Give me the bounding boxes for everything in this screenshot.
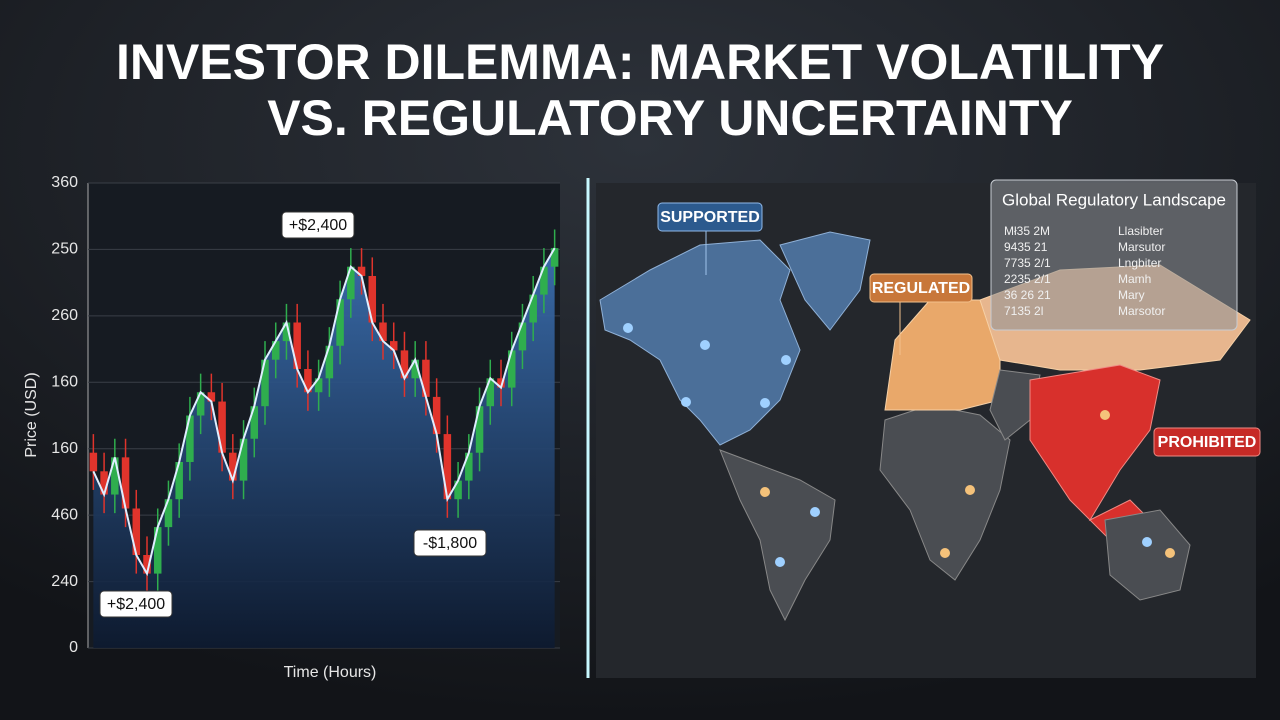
- north-america: [599, 239, 801, 446]
- map-markers-regulated: [760, 410, 1175, 558]
- greenland: [779, 231, 871, 331]
- annotation: +$2,400: [289, 217, 347, 234]
- australia: [1104, 509, 1191, 601]
- candle-body: [550, 248, 559, 267]
- world-map: SUPPORTED REGULATED PROHIBITED Global Re…: [596, 179, 1261, 678]
- y-tick-label: 0: [69, 639, 78, 656]
- candle-body: [357, 266, 366, 276]
- candle-body: [465, 452, 473, 481]
- candle-body: [454, 480, 462, 500]
- legend-title: Global Regulatory Landscape: [1002, 190, 1226, 209]
- legend-status: Mamh: [1118, 272, 1151, 286]
- candle-body: [153, 527, 162, 574]
- candle-body: [368, 276, 377, 323]
- legend-code: 36 26 21: [1004, 288, 1051, 302]
- candle-body: [239, 438, 248, 481]
- y-axis-title: Price (USD): [23, 372, 40, 457]
- candle-body: [121, 457, 130, 509]
- close-line: [92, 247, 556, 577]
- candle-body: [314, 378, 323, 393]
- candle-body: [389, 341, 398, 351]
- prohibited-badge: [1153, 427, 1261, 457]
- candle-body: [507, 350, 516, 388]
- annotation: -$1,800: [423, 535, 477, 552]
- candle-body: [89, 452, 98, 472]
- legend-status: Llasibter: [1118, 224, 1163, 238]
- supported-label: SUPPORTED: [660, 209, 760, 226]
- candle-body: [186, 415, 194, 462]
- candle-body: [261, 359, 269, 407]
- price-chart: Time (Hours) Price (USD) 360 250 260 160 160…: [23, 174, 560, 681]
- candle-body: [379, 322, 387, 342]
- y-tick-label: 460: [51, 506, 78, 523]
- candle-body: [518, 322, 527, 351]
- candle-body: [411, 359, 419, 379]
- annotation-box: [281, 211, 355, 239]
- map-markers: [623, 323, 1152, 567]
- annotation: +$2,400: [107, 596, 165, 613]
- y-tick-label: 160: [51, 374, 78, 391]
- annotation-box: [99, 590, 173, 618]
- candle-body: [196, 392, 205, 416]
- candle-body: [486, 378, 495, 407]
- candle-body: [175, 462, 183, 500]
- candle-body: [111, 457, 119, 495]
- candle-body: [250, 406, 259, 439]
- candle-body: [347, 266, 355, 300]
- title-line: VS. REGULATORY UNCERTAINTY: [267, 90, 1073, 146]
- africa: [879, 404, 1011, 581]
- candle-body: [164, 499, 173, 528]
- legend-code: 7135 2l: [1004, 304, 1043, 318]
- candle-body: [143, 555, 151, 574]
- legend-status: Marsutor: [1118, 240, 1165, 254]
- legend-status: Mary: [1118, 288, 1145, 302]
- candle-body: [207, 392, 216, 402]
- candle-body: [497, 378, 505, 388]
- candle-body: [540, 266, 548, 295]
- supported-badge: [657, 202, 763, 232]
- south-america: [719, 449, 836, 622]
- legend-code: 7735 2/1: [1004, 256, 1051, 270]
- legend-status: Marsotor: [1118, 304, 1165, 318]
- asia-prohibited: [1029, 364, 1162, 541]
- candle-body: [432, 396, 441, 435]
- x-axis-title: Time (Hours): [284, 664, 377, 681]
- legend-status: Lngbiter: [1118, 256, 1161, 270]
- central-asia: [989, 369, 1041, 441]
- y-tick-label: 360: [51, 174, 78, 191]
- candle-body: [218, 401, 226, 453]
- y-tick-label: 250: [51, 241, 78, 258]
- candle-body: [336, 299, 344, 346]
- legend-code: 2235 2/1: [1004, 272, 1051, 286]
- regulated-label: REGULATED: [872, 280, 970, 297]
- legend-code: 9435 21: [1004, 240, 1048, 254]
- y-tick-label: 260: [51, 307, 78, 324]
- candle-body: [304, 369, 312, 393]
- regulated-badge: [869, 273, 973, 303]
- annotation-box: [413, 529, 487, 557]
- candle-body: [400, 350, 409, 379]
- title-line: INVESTOR DILEMMA: MARKET VOLATILITY: [116, 34, 1164, 90]
- y-tick-label: 240: [51, 573, 78, 590]
- candle-body: [100, 471, 108, 495]
- candle-body: [443, 434, 452, 500]
- candle-body: [282, 322, 291, 342]
- candle-body: [422, 359, 430, 397]
- candle-body: [271, 341, 280, 360]
- candle-body: [475, 406, 484, 453]
- candle-body: [229, 452, 237, 481]
- legend-box: [990, 179, 1238, 331]
- candle-body: [293, 322, 301, 369]
- candle-body: [325, 345, 334, 379]
- legend-rows: Mł35 2M Llasibter 9435 21 Marsutor 7735 2/1 L…: [1004, 224, 1165, 318]
- prohibited-label: PROHIBITED: [1158, 434, 1257, 451]
- candle-body: [132, 508, 141, 555]
- candle-body: [529, 294, 537, 323]
- y-tick-label: 160: [51, 440, 78, 457]
- legend-code: Mł35 2M: [1004, 224, 1050, 238]
